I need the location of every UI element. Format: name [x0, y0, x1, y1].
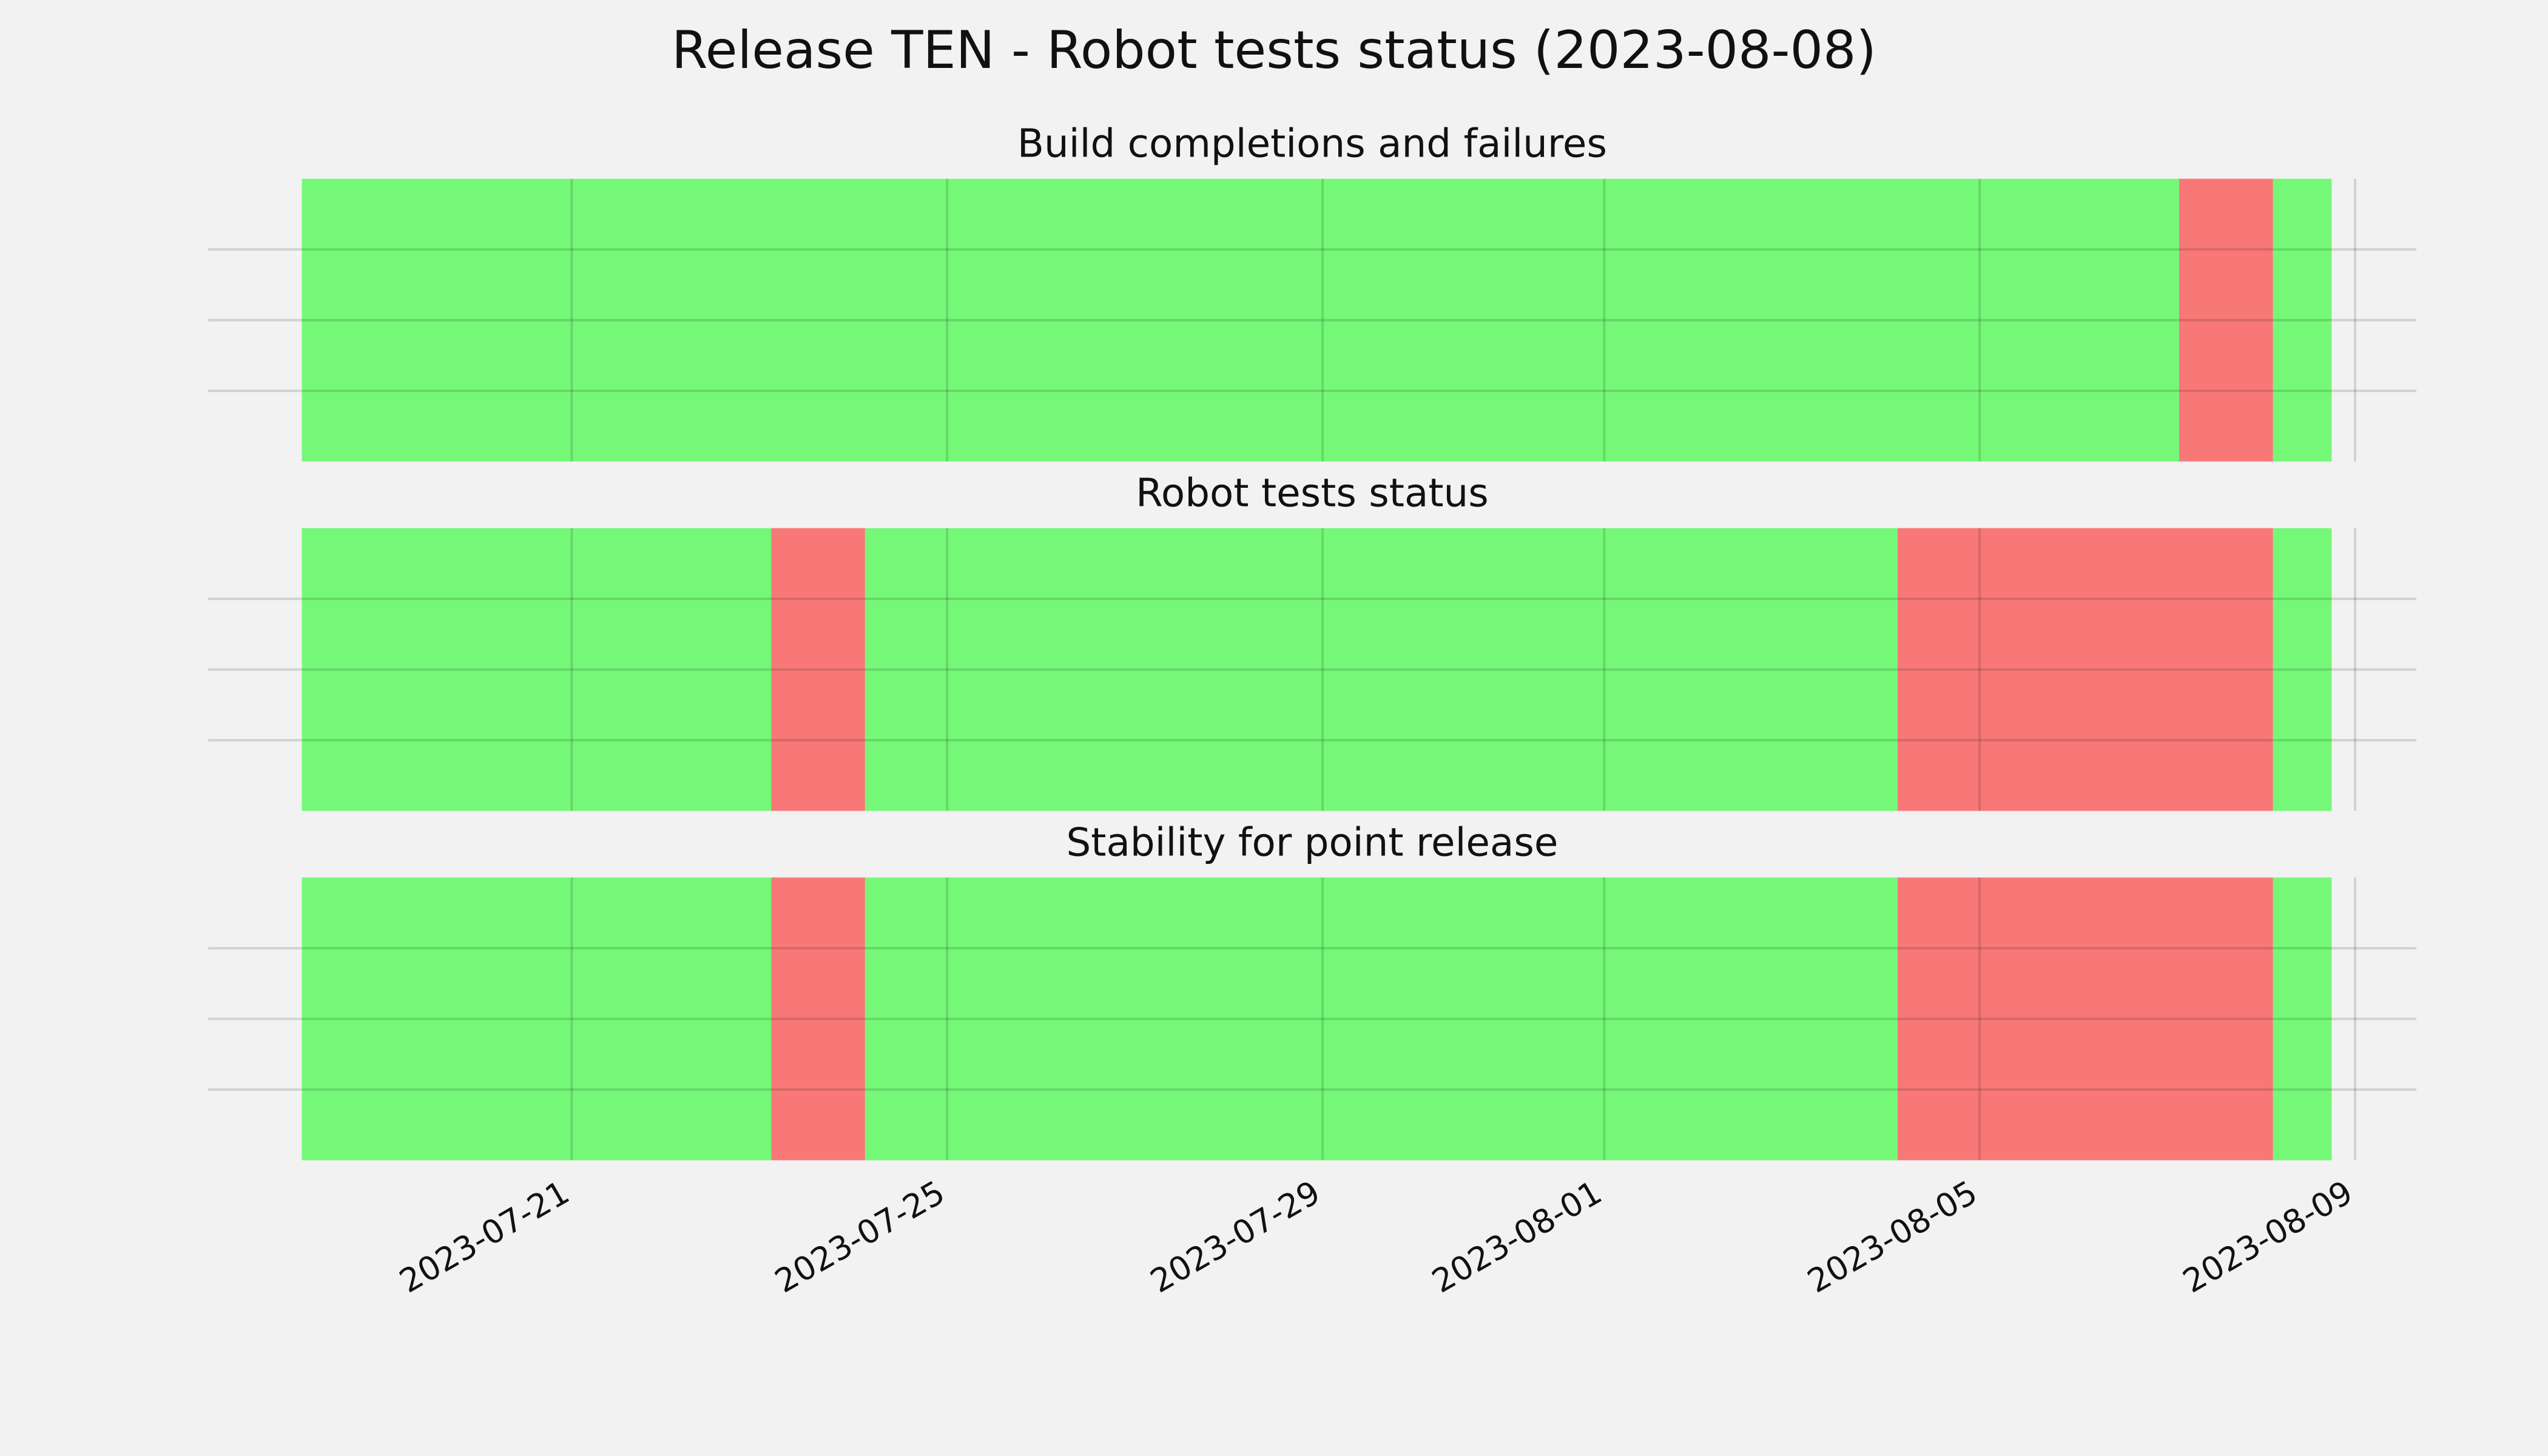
subplot-title: Build completions and failures — [1017, 121, 1607, 167]
figure-title: Release TEN - Robot tests status (2023-0… — [672, 20, 1876, 81]
status-band — [771, 877, 865, 1161]
status-band — [302, 877, 772, 1161]
subplot-title: Stability for point release — [1067, 820, 1559, 865]
status-band — [2273, 877, 2332, 1161]
status-band — [864, 528, 1898, 811]
status-band — [302, 178, 2179, 462]
status-band — [2273, 528, 2332, 811]
status-band — [2179, 178, 2273, 462]
status-band — [2273, 178, 2332, 462]
status-band — [1897, 528, 2273, 811]
status-band — [302, 528, 772, 811]
status-band — [1897, 877, 2273, 1161]
subplot-title: Robot tests status — [1136, 471, 1489, 516]
status-band — [864, 877, 1898, 1161]
status-band — [771, 528, 865, 811]
